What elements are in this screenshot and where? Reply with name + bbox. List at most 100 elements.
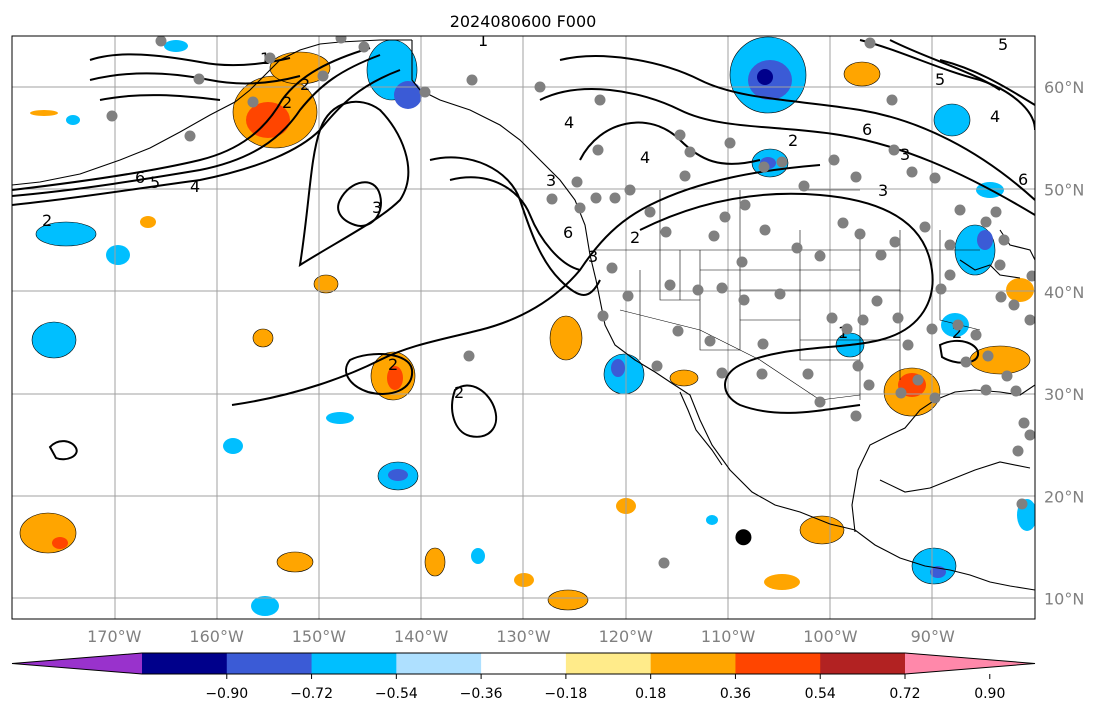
station-dot <box>889 236 901 248</box>
station-dot <box>664 279 676 291</box>
shade-blob <box>933 103 971 137</box>
lon-tick-label: 130°W <box>496 627 551 646</box>
contour-label: 3 <box>372 198 382 217</box>
station-dot <box>1024 429 1035 441</box>
contour-label: 2 <box>388 355 398 374</box>
shade-blob <box>969 345 1031 375</box>
map-border <box>11 35 1036 620</box>
station-dot <box>982 350 994 362</box>
shade-blob <box>394 81 422 109</box>
station-dot <box>247 96 259 108</box>
station-dot <box>857 314 869 326</box>
station-dot <box>1024 314 1035 326</box>
contour-label: 2 <box>42 211 52 230</box>
station-dot <box>935 283 947 295</box>
shade-blob <box>326 412 354 424</box>
shade-blob <box>764 574 800 590</box>
contour-label: 5 <box>150 173 160 192</box>
map-panel: 1 6 5 4 2 3 6 3 1 2 3 4 5 2 2 2 2 1 2 2 <box>11 35 1036 620</box>
colorbar-tick-label: 0.18 <box>635 686 666 702</box>
station-dot <box>906 166 918 178</box>
station-dot <box>684 146 696 158</box>
lon-tick-label: 90°W <box>911 627 955 646</box>
station-dot <box>1001 370 1013 382</box>
station-dot <box>864 37 876 49</box>
contour-label: 6 <box>862 120 872 139</box>
shade-blob <box>549 315 583 361</box>
contour-label: 6 <box>1018 170 1028 189</box>
station-dot <box>738 294 750 306</box>
station-dot <box>644 206 656 218</box>
contour-label: 4 <box>990 107 1000 126</box>
shade-blob <box>30 110 58 116</box>
colorbar-extend-high <box>905 653 1035 674</box>
shade-blob <box>31 321 77 359</box>
colorbar-tick-label: −0.72 <box>290 686 333 702</box>
station-dot <box>716 367 728 379</box>
latitude-labels: 60°N 50°N 40°N 30°N 20°N 10°N <box>1044 78 1084 609</box>
shade-blob <box>1006 278 1034 302</box>
contour-label: 4 <box>640 148 650 167</box>
station-dot <box>1016 498 1028 510</box>
shade-blob <box>757 69 773 85</box>
station-dot <box>106 110 118 122</box>
contour-label: 2 <box>282 93 292 112</box>
lon-tick-label: 150°W <box>292 627 347 646</box>
shade-blob <box>911 547 957 585</box>
lat-tick-label: 50°N <box>1044 180 1084 199</box>
station-dot <box>814 396 826 408</box>
colorbar-segment <box>735 653 821 674</box>
figure-title: 2024080600 F000 <box>450 12 597 31</box>
shade-blob <box>603 353 645 395</box>
shade-blob <box>799 515 845 545</box>
station-dot <box>622 290 634 302</box>
station-dot <box>335 36 347 44</box>
shade-blob <box>611 359 625 377</box>
station-dot <box>184 130 196 142</box>
shade-blob <box>547 589 589 611</box>
shade-blob <box>52 537 68 549</box>
station-dot <box>802 368 814 380</box>
station-dot <box>679 170 691 182</box>
station-dot <box>998 234 1010 246</box>
contour-label: 2 <box>454 383 464 402</box>
contour-label: 4 <box>564 113 574 132</box>
station-dot <box>886 94 898 106</box>
contour-label: 3 <box>900 145 910 164</box>
station-dot <box>776 156 788 168</box>
station-dot <box>660 226 672 238</box>
shade-blob <box>66 115 80 125</box>
station-dot <box>892 312 904 324</box>
station-dot <box>1008 299 1020 311</box>
station-dot <box>759 224 771 236</box>
colorbar: −0.90 −0.72 −0.54 −0.36 −0.18 0.18 0.36 0.54 0.7… <box>11 652 1036 702</box>
longitude-labels: 170°W 160°W 150°W 140°W 130°W 120°W 110°W 100°W… <box>87 627 955 646</box>
station-dot <box>546 193 558 205</box>
shade-blob <box>388 469 408 481</box>
colorbar-tick-label: 0.54 <box>805 686 836 702</box>
station-dot <box>774 288 786 300</box>
contour-label: 2 <box>300 75 310 94</box>
station-dot <box>574 202 586 214</box>
station-dot <box>994 259 1006 271</box>
colorbar-segment <box>142 653 228 674</box>
station-dot <box>264 52 276 64</box>
colorbar-segment <box>396 653 482 674</box>
contour-label: 3 <box>546 171 556 190</box>
station-dot <box>791 242 803 254</box>
station-dot <box>592 144 604 156</box>
coastlines <box>12 39 1035 591</box>
station-dot <box>758 161 770 173</box>
shade-blob <box>252 328 274 348</box>
colorbar-segment <box>820 653 906 674</box>
colorbar-tick-label: −0.54 <box>375 686 418 702</box>
station-dot <box>814 250 826 262</box>
shade-blob <box>706 515 718 525</box>
station-dot <box>624 184 636 196</box>
colorbar-tick-label: −0.18 <box>544 686 587 702</box>
shade-blob <box>276 551 314 573</box>
station-dot <box>798 180 810 192</box>
shade-blob <box>251 596 279 616</box>
station-dot <box>757 338 769 350</box>
